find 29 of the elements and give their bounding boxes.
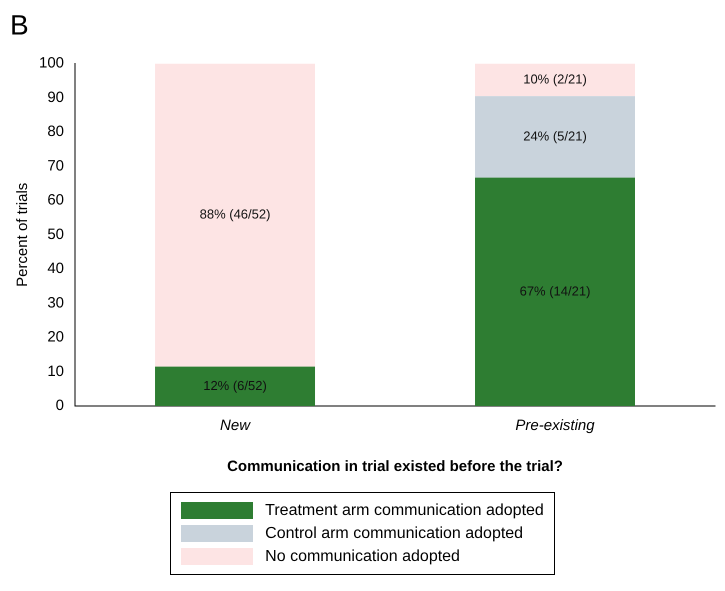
- bar: [155, 64, 316, 367]
- x-tick-label: New: [220, 417, 252, 434]
- y-tick-label: 0: [56, 397, 64, 414]
- data-label: 88% (46/52): [200, 206, 270, 222]
- data-label: 67% (14/21): [520, 283, 590, 298]
- y-tick-label: 90: [47, 88, 64, 106]
- bar: [475, 64, 636, 96]
- data-label: 24% (5/21): [523, 128, 587, 144]
- y-tick-label: 10: [47, 362, 64, 380]
- y-axis-title: Percent of trials: [14, 182, 32, 287]
- y-tick-label: 20: [47, 328, 64, 346]
- y-tick-label: 40: [47, 260, 64, 278]
- y-tick-label: 30: [47, 294, 64, 312]
- y-tick-label: 50: [47, 226, 64, 243]
- data-label: 12% (6/52): [203, 378, 267, 393]
- y-tick-label: 70: [47, 157, 64, 174]
- legend-label: Control arm communication adopted: [265, 524, 524, 542]
- data-label: 10% (2/21): [523, 71, 587, 86]
- legend-label: Treatment arm communication adopted: [265, 502, 544, 520]
- chart-title: B: [10, 10, 29, 41]
- y-tick-label: 100: [38, 54, 64, 72]
- y-tick-label: 60: [47, 192, 64, 209]
- bar: [475, 178, 636, 406]
- x-axis-title: Communication in trial existed before the trial?: [227, 458, 563, 476]
- bar: [475, 96, 636, 178]
- bar: [155, 366, 316, 406]
- x-tick-label: Pre-existing: [515, 417, 596, 434]
- y-tick-label: 80: [47, 123, 64, 140]
- legend-label: No communication adopted: [265, 548, 460, 566]
